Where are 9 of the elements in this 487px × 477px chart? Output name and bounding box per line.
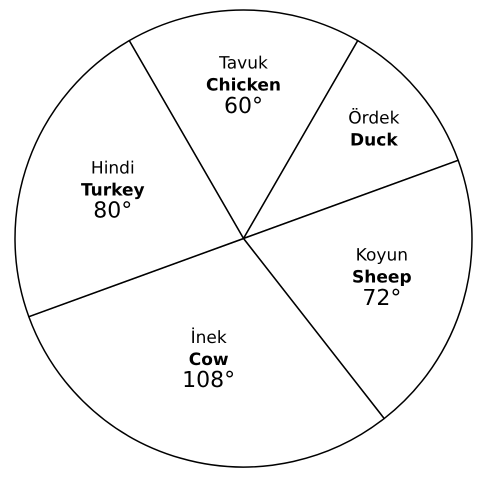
- slice-label: Ördek Duck: [348, 108, 400, 151]
- slice-label: Tavuk Chicken: [206, 54, 281, 96]
- slice-label: Hindi Turkey: [80, 158, 145, 200]
- data-label: 108°: [182, 368, 236, 394]
- data-label: 72°: [362, 286, 402, 311]
- data-label: 80°: [93, 198, 132, 224]
- slice-label: İnek Cow: [188, 326, 229, 370]
- data-label: 60°: [224, 94, 263, 119]
- slice-label: Koyun Sheep: [352, 246, 412, 288]
